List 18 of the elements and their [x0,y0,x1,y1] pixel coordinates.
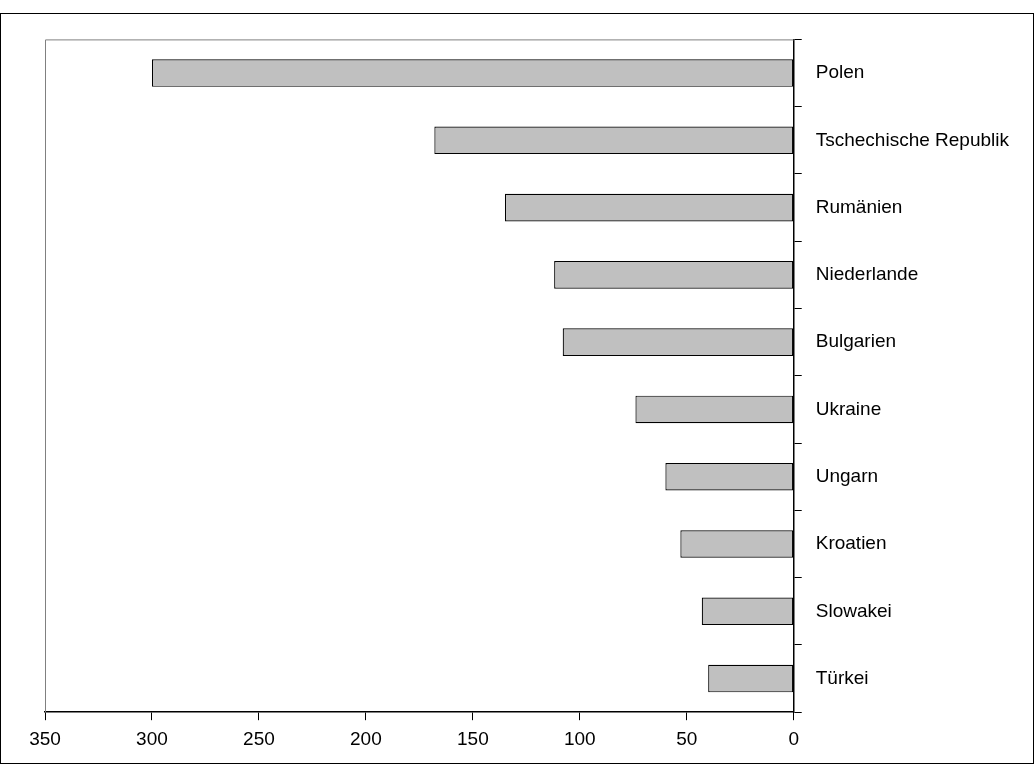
y-tick-label: Polen [815,61,865,83]
x-tick-label: 250 [243,727,275,749]
y-tick-label: Tschechische Republik [815,128,1010,150]
y-tick-label: Kroatien [815,532,887,554]
y-tick-label: Ungarn [815,464,879,486]
y-tick-label: Slowakei [815,599,892,621]
y-tick-label: Bulgarien [815,330,897,352]
x-tick-label: 0 [788,727,800,749]
y-tick-label: Türkei [815,666,869,688]
y-tick-label: Niederlande [815,263,919,285]
x-tick-label: 50 [676,727,698,749]
x-tick-label: 300 [136,727,168,749]
y-tick-label: Rumänien [815,195,903,217]
x-tick-label: 100 [563,727,596,749]
x-tick-label: 150 [457,727,489,749]
x-tick-label: 350 [29,727,61,749]
x-tick-label: 200 [350,727,382,749]
y-tick-label: Ukraine [815,397,882,419]
